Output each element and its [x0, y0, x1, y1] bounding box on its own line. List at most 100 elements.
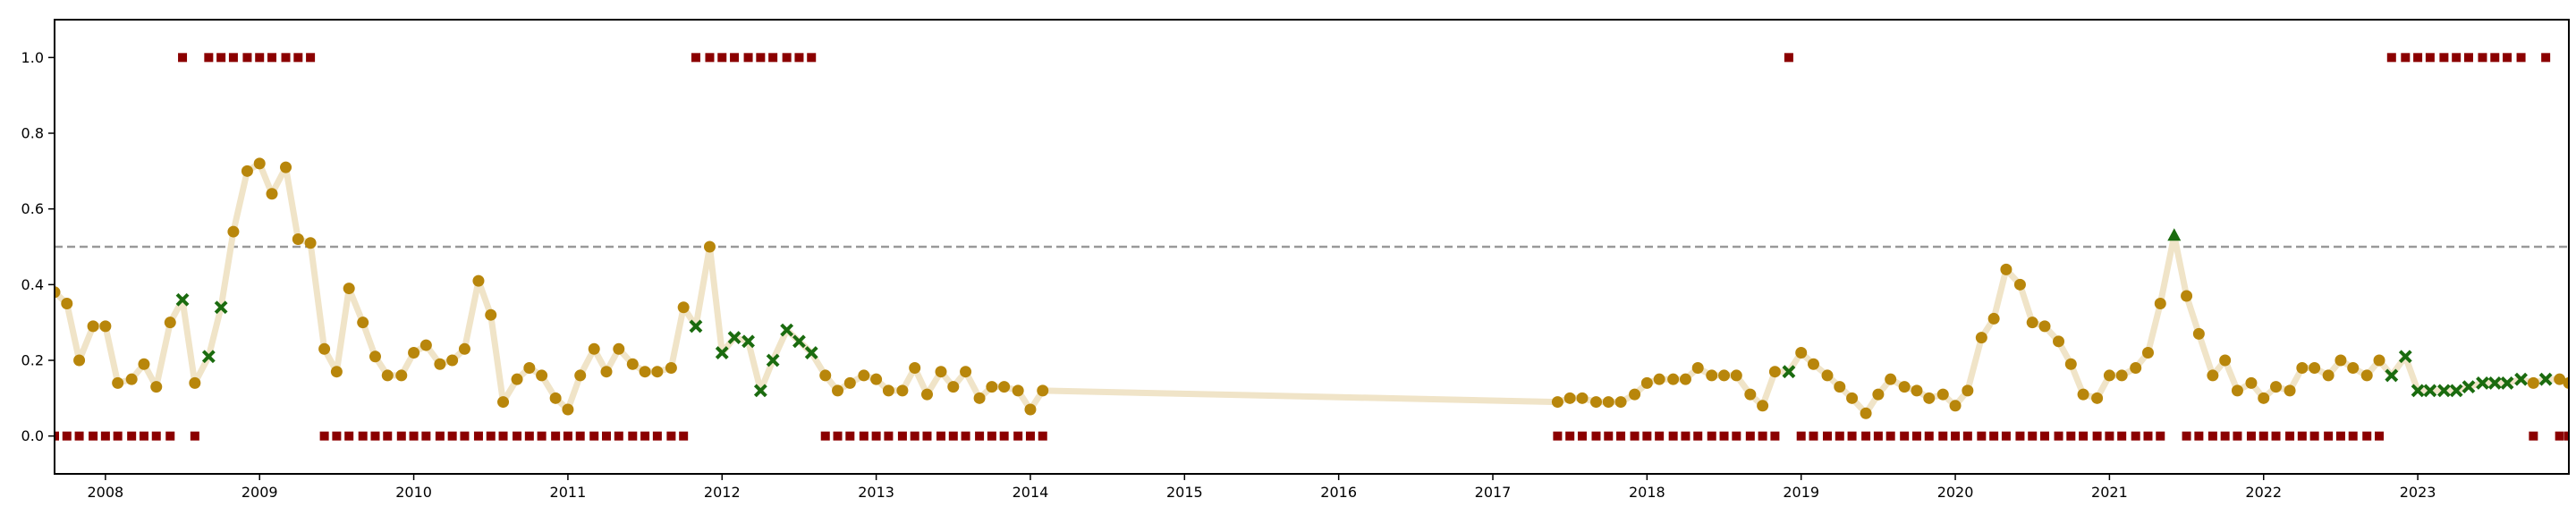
circle-point	[73, 354, 86, 367]
circle-point	[870, 373, 883, 385]
circle-point	[343, 283, 355, 295]
square-point	[628, 431, 638, 441]
y-tick-label: 0.2	[21, 352, 44, 369]
circle-point	[819, 369, 832, 382]
square-point	[640, 431, 650, 441]
square-point	[1911, 431, 1921, 441]
x-tick-label: 2017	[1475, 484, 1512, 501]
square-point	[589, 431, 599, 441]
square-point	[2246, 431, 2256, 441]
square-point	[1977, 431, 1987, 441]
circle-point	[1679, 373, 1691, 385]
circle-point	[2154, 298, 2166, 309]
circle-point	[458, 342, 470, 355]
x-tick-label: 2014	[1013, 484, 1049, 501]
cross-point	[1782, 365, 1796, 379]
square-point	[2463, 53, 2473, 63]
square-point	[204, 53, 214, 63]
square-point	[1732, 431, 1741, 441]
square-point	[293, 53, 303, 63]
circle-point	[138, 358, 150, 370]
square-point	[2194, 431, 2204, 441]
square-point	[447, 431, 457, 441]
square-point	[2207, 431, 2217, 441]
circle-point	[1885, 373, 1897, 385]
square-point	[2143, 431, 2153, 441]
circle-point	[1807, 358, 1819, 370]
cross-point	[2436, 384, 2451, 398]
square-point	[281, 53, 291, 63]
cross-point	[766, 353, 780, 367]
square-point	[897, 431, 907, 441]
square-point	[473, 431, 483, 441]
circle-point	[588, 342, 600, 355]
square-point	[537, 431, 547, 441]
circle-point	[2322, 369, 2334, 382]
square-point	[782, 53, 792, 63]
square-point	[2401, 53, 2411, 63]
square-point	[1025, 431, 1035, 441]
square-point	[435, 431, 445, 441]
square-point	[2285, 431, 2295, 441]
plot-frame	[54, 19, 2570, 475]
circle-point	[227, 225, 240, 238]
square-point	[2220, 431, 2230, 441]
square-point	[216, 53, 226, 63]
circle-point	[960, 366, 972, 378]
square-point	[396, 431, 406, 441]
square-point	[1707, 431, 1716, 441]
circle-point	[2360, 369, 2373, 382]
square-point	[1681, 431, 1690, 441]
circle-point	[613, 342, 625, 355]
cross-point	[2398, 350, 2412, 364]
square-point	[756, 53, 766, 63]
square-point	[2375, 431, 2385, 441]
square-point	[2348, 431, 2358, 441]
circle-point	[2527, 376, 2539, 389]
square-point	[910, 431, 919, 441]
square-point	[242, 53, 252, 63]
circle-point	[330, 366, 343, 378]
circle-point	[935, 366, 947, 378]
circle-point	[2013, 278, 2026, 291]
circle-point	[1576, 392, 1589, 404]
circle-point	[896, 384, 909, 397]
square-point	[1809, 431, 1818, 441]
square-point	[679, 431, 689, 441]
square-point	[1553, 431, 1563, 441]
cross-point	[753, 384, 767, 398]
circle-point	[2130, 361, 2142, 374]
square-point	[165, 431, 175, 441]
square-point	[730, 53, 740, 63]
square-point	[936, 431, 946, 441]
cross-point	[2476, 376, 2489, 390]
circle-point	[882, 384, 894, 397]
circle-point	[2270, 381, 2283, 393]
circle-point	[1911, 384, 1923, 397]
square-point	[2131, 431, 2140, 441]
square-point	[1642, 431, 1652, 441]
circle-point	[511, 373, 523, 385]
square-point	[2425, 53, 2435, 63]
y-tick-label: 1.0	[21, 49, 44, 66]
circle-point	[2207, 369, 2219, 382]
square-point	[1630, 431, 1640, 441]
square-point	[2555, 431, 2564, 441]
square-point	[421, 431, 431, 441]
square-point	[2309, 431, 2319, 441]
square-point	[987, 431, 996, 441]
circle-point	[562, 403, 574, 416]
square-point	[2054, 431, 2063, 441]
square-point	[666, 431, 676, 441]
x-tick-label: 2019	[1783, 484, 1819, 501]
cross-point	[2500, 376, 2514, 390]
square-point	[652, 431, 662, 441]
square-point	[2490, 53, 2500, 63]
square-point	[1719, 431, 1729, 441]
square-point	[1577, 431, 1587, 441]
cross-point	[2423, 384, 2437, 398]
cross-point	[2462, 380, 2476, 394]
cross-point	[804, 346, 818, 359]
square-point	[833, 431, 843, 441]
square-point	[2516, 53, 2526, 63]
